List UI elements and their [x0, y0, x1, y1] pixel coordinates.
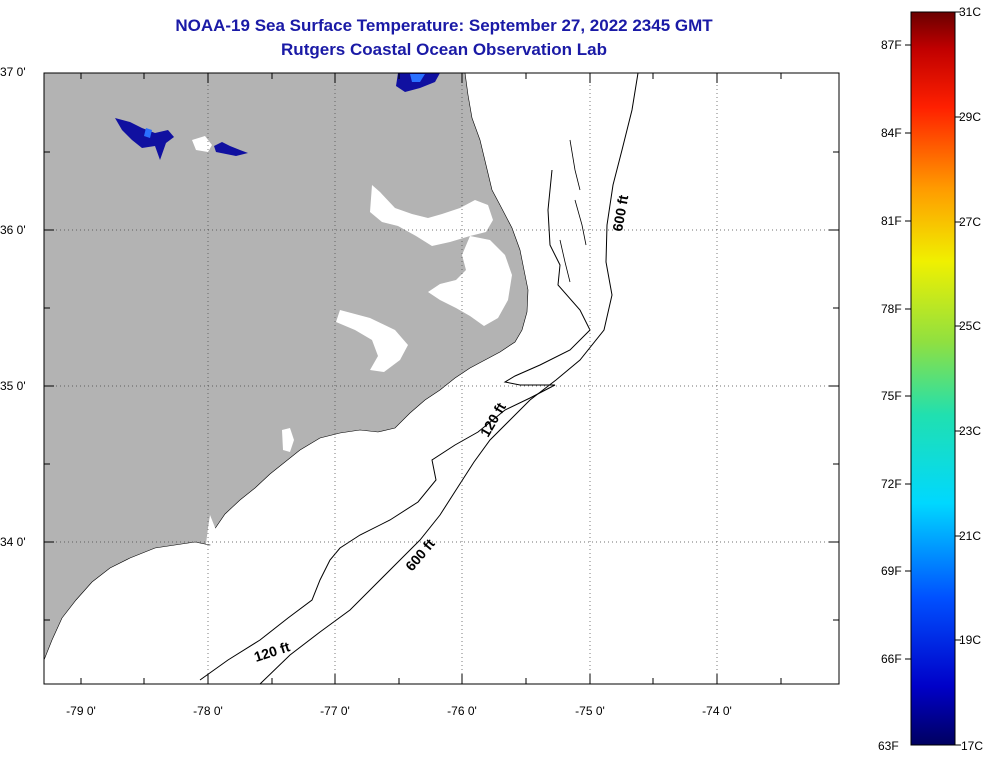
chesapeake-sst	[396, 73, 440, 92]
cb-c-19: 19C	[959, 633, 982, 647]
lon-label-74: -74 0'	[702, 704, 732, 718]
kerr-lake-warm-spot	[144, 128, 152, 138]
kerr-lake-sst	[115, 118, 174, 160]
lat-label-35: 35 0'	[0, 379, 26, 393]
cb-c-29: 29C	[959, 110, 982, 124]
shelf-shoal-detail	[559, 139, 587, 283]
cape-fear-river	[206, 515, 216, 545]
albemarle-sound	[370, 185, 493, 246]
contour-600ft	[259, 73, 639, 684]
colorbar-ticks	[905, 11, 961, 746]
cb-c-23: 23C	[959, 424, 982, 438]
lat-label-34: 34 0'	[0, 535, 26, 549]
cb-f-81: 81F	[881, 214, 902, 228]
lon-label-78: -78 0'	[193, 704, 223, 718]
lon-label-75: -75 0'	[575, 704, 605, 718]
graticule	[44, 73, 839, 684]
sst-colorbar	[910, 11, 956, 746]
cb-f-69: 69F	[881, 564, 902, 578]
cb-f-63: 63F	[878, 739, 899, 753]
contour-label-600-north: 600 ft	[609, 193, 631, 232]
cb-f-66: 66F	[881, 652, 902, 666]
axis-ticks	[44, 72, 839, 684]
map-frame	[43, 72, 840, 685]
cb-f-75: 75F	[881, 389, 902, 403]
chesapeake-warm-spot	[410, 74, 425, 82]
cb-f-78: 78F	[881, 302, 902, 316]
cb-c-27: 27C	[959, 215, 982, 229]
cb-c-21: 21C	[959, 529, 982, 543]
lat-label-37: 37 0'	[0, 65, 26, 79]
cb-f-84: 84F	[881, 126, 902, 140]
map-title: NOAA-19 Sea Surface Temperature: Septemb…	[175, 16, 713, 35]
gaston-lake-sst	[214, 142, 248, 156]
lon-label-77: -77 0'	[320, 704, 350, 718]
lake-patch	[192, 136, 212, 152]
inland-lake-patch	[282, 428, 294, 452]
neuse-river	[336, 310, 408, 372]
cb-c-31: 31C	[959, 5, 982, 19]
contour-120ft	[199, 169, 591, 681]
cb-f-72: 72F	[881, 477, 902, 491]
map-subtitle: Rutgers Coastal Ocean Observation Lab	[281, 40, 607, 59]
cb-c-17: 17C	[961, 739, 984, 753]
lon-label-79: -79 0'	[66, 704, 96, 718]
pamlico-sound	[428, 236, 512, 326]
cb-c-25: 25C	[959, 319, 982, 333]
cb-f-87: 87F	[881, 38, 902, 52]
lon-label-76: -76 0'	[447, 704, 477, 718]
lat-label-36: 36 0'	[0, 223, 26, 237]
